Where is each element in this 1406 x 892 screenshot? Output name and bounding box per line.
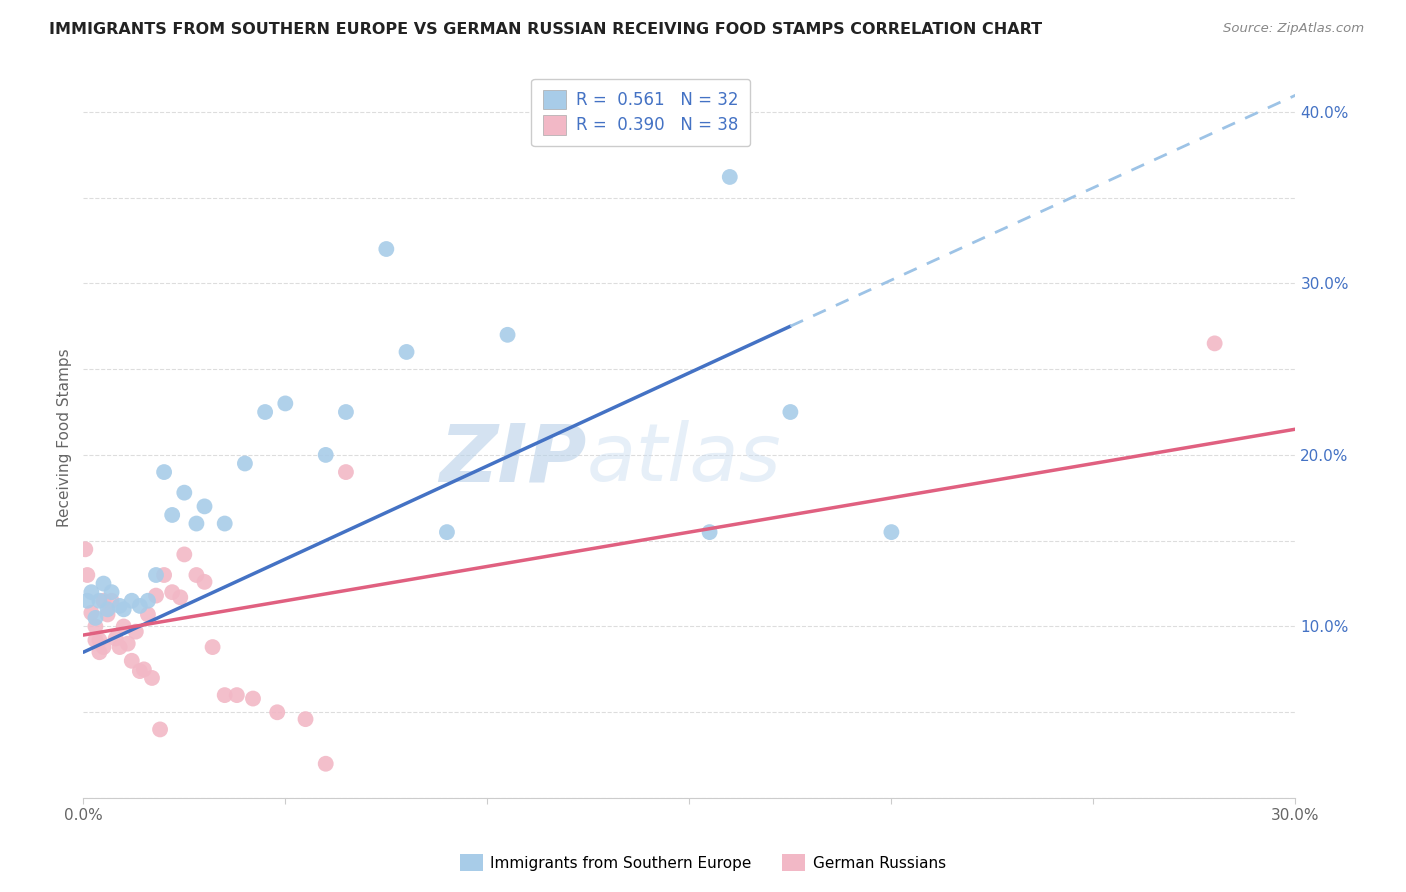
Point [84,611,107,625]
Point [84,633,107,648]
Point [160,508,183,522]
Legend: Immigrants from Southern Europe, German Russians: Immigrants from Southern Europe, German … [454,848,952,877]
Point [149,723,172,737]
Point [108,599,131,613]
Point [121,593,143,607]
Point [96,602,118,616]
Point [89,645,111,659]
Point [436,525,458,540]
Point [117,637,139,651]
Point [880,525,903,540]
Point [718,169,741,184]
Point [112,602,135,616]
Point [173,548,195,562]
Point [315,756,337,771]
Point [779,405,801,419]
Point [335,405,357,419]
Point [699,525,721,540]
Point [193,574,215,589]
Point [160,585,183,599]
Text: atlas: atlas [586,420,782,499]
Point [136,607,159,622]
Text: IMMIGRANTS FROM SOUTHERN EUROPE VS GERMAN RUSSIAN RECEIVING FOOD STAMPS CORRELAT: IMMIGRANTS FROM SOUTHERN EUROPE VS GERMA… [49,22,1042,37]
Point [145,589,167,603]
Point [496,327,519,342]
Point [100,593,122,607]
Point [186,516,208,531]
Point [214,688,236,702]
Point [186,568,208,582]
Point [274,396,297,410]
Point [84,619,107,633]
Point [335,465,357,479]
Point [315,448,337,462]
Point [242,691,264,706]
Point [375,242,398,256]
Legend: R =  0.561   N = 32, R =  0.390   N = 38: R = 0.561 N = 32, R = 0.390 N = 38 [531,78,751,146]
Point [96,607,118,622]
Point [173,485,195,500]
Point [201,640,224,654]
Point [395,345,418,359]
Point [89,593,111,607]
Point [76,593,98,607]
Text: ZIP: ZIP [439,420,586,499]
Point [1204,336,1226,351]
Point [121,654,143,668]
Point [75,542,97,557]
Point [128,599,150,613]
Point [93,640,115,654]
Point [136,593,159,607]
Point [141,671,163,685]
Point [125,624,148,639]
Point [76,568,98,582]
Point [104,632,127,646]
Point [132,662,155,676]
Point [266,706,288,720]
Point [153,465,176,479]
Point [254,405,277,419]
Point [169,591,191,605]
Point [93,576,115,591]
Point [128,664,150,678]
Point [233,457,256,471]
Point [225,688,247,702]
Point [153,568,176,582]
Point [193,500,215,514]
Text: Source: ZipAtlas.com: Source: ZipAtlas.com [1223,22,1364,36]
Point [80,585,103,599]
Point [108,640,131,654]
Point [214,516,236,531]
Point [112,619,135,633]
Point [80,606,103,620]
Point [93,593,115,607]
Point [100,585,122,599]
Point [145,568,167,582]
Point [89,633,111,648]
Y-axis label: Receiving Food Stamps: Receiving Food Stamps [58,349,72,527]
Point [294,712,316,726]
